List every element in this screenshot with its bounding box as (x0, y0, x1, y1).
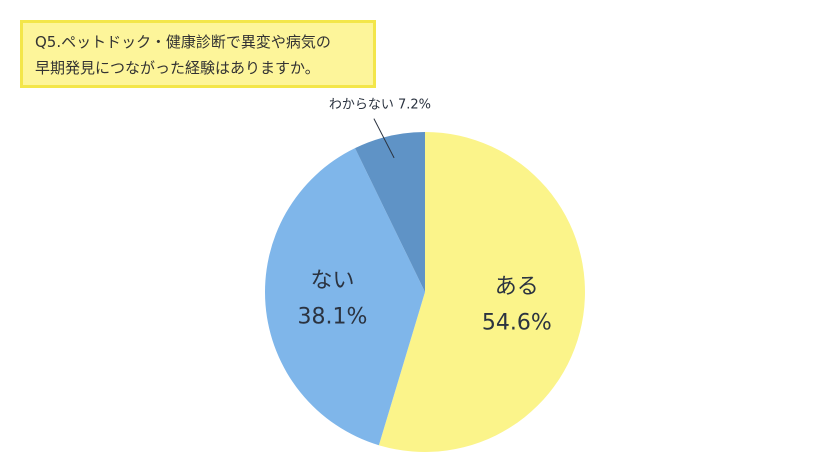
question-title-box: Q5.ペットドック・健康診断で異変や病気の 早期発見につながった経験はありますか… (20, 20, 376, 88)
pie-slice-nai (265, 148, 425, 446)
pie-slice-aru (378, 132, 585, 452)
slice-label-aru: ある (495, 275, 539, 300)
slice-label-wakaranai: わからない 7.2% (329, 98, 431, 113)
callout-line-wakaranai (373, 118, 395, 159)
slice-value-aru: 54.6% (482, 311, 552, 336)
slice-value-nai: 38.1% (298, 304, 368, 329)
question-title-line-1: Q5.ペットドック・健康診断で異変や病気の (35, 33, 331, 51)
slice-label-nai: ない (310, 268, 354, 293)
pie-slices (265, 132, 585, 452)
pie-slice-wakaranai (355, 132, 425, 292)
question-title-line-2: 早期発見につながった経験はありますか。 (35, 59, 320, 77)
pie-labels: ある 54.6% ない 38.1% わからない 7.2% (298, 98, 552, 336)
